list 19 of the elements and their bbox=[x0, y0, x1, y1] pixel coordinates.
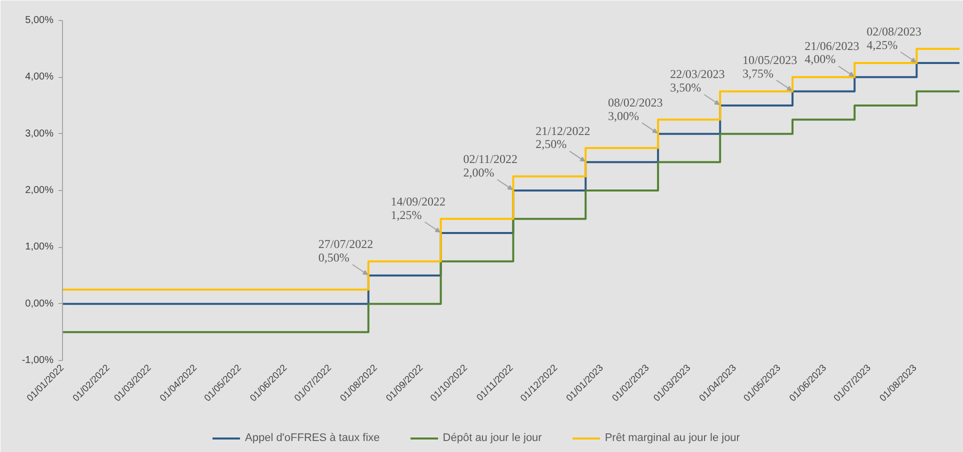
annotation: 14/09/2022 1,25% bbox=[390, 194, 446, 222]
annotation: 10/05/2023 3,75% bbox=[742, 53, 798, 80]
annotation: 27/07/2022 0,50% bbox=[318, 237, 374, 264]
annotation: 22/03/2023 3,50% bbox=[670, 67, 725, 94]
legend-label: Dépôt au jour le jour bbox=[442, 432, 542, 444]
y-tick-label: 1,00% bbox=[25, 242, 54, 253]
y-tick-label: 0,00% bbox=[25, 298, 54, 310]
annotation: 21/12/2022 2,50% bbox=[536, 124, 590, 152]
y-tick-label: 2,00% bbox=[25, 185, 54, 196]
legend-label: Prêt marginal au jour le jour bbox=[604, 432, 740, 444]
y-tick-label: -1,00% bbox=[22, 355, 54, 366]
y-tick-label: 5,00% bbox=[25, 15, 54, 26]
annotation: 02/08/2023 4,25% bbox=[866, 24, 922, 52]
legend-label: Appel d'oFFRES à taux fixe bbox=[245, 432, 380, 444]
annotation: 21/06/2023 4,00% bbox=[804, 38, 860, 66]
y-tick-label: 4,00% bbox=[25, 72, 54, 83]
y-tick-label: 3,00% bbox=[25, 128, 54, 140]
annotation: 02/11/2022 2,00% bbox=[463, 152, 518, 180]
annotation: 08/02/2023 3,00% bbox=[608, 96, 663, 123]
